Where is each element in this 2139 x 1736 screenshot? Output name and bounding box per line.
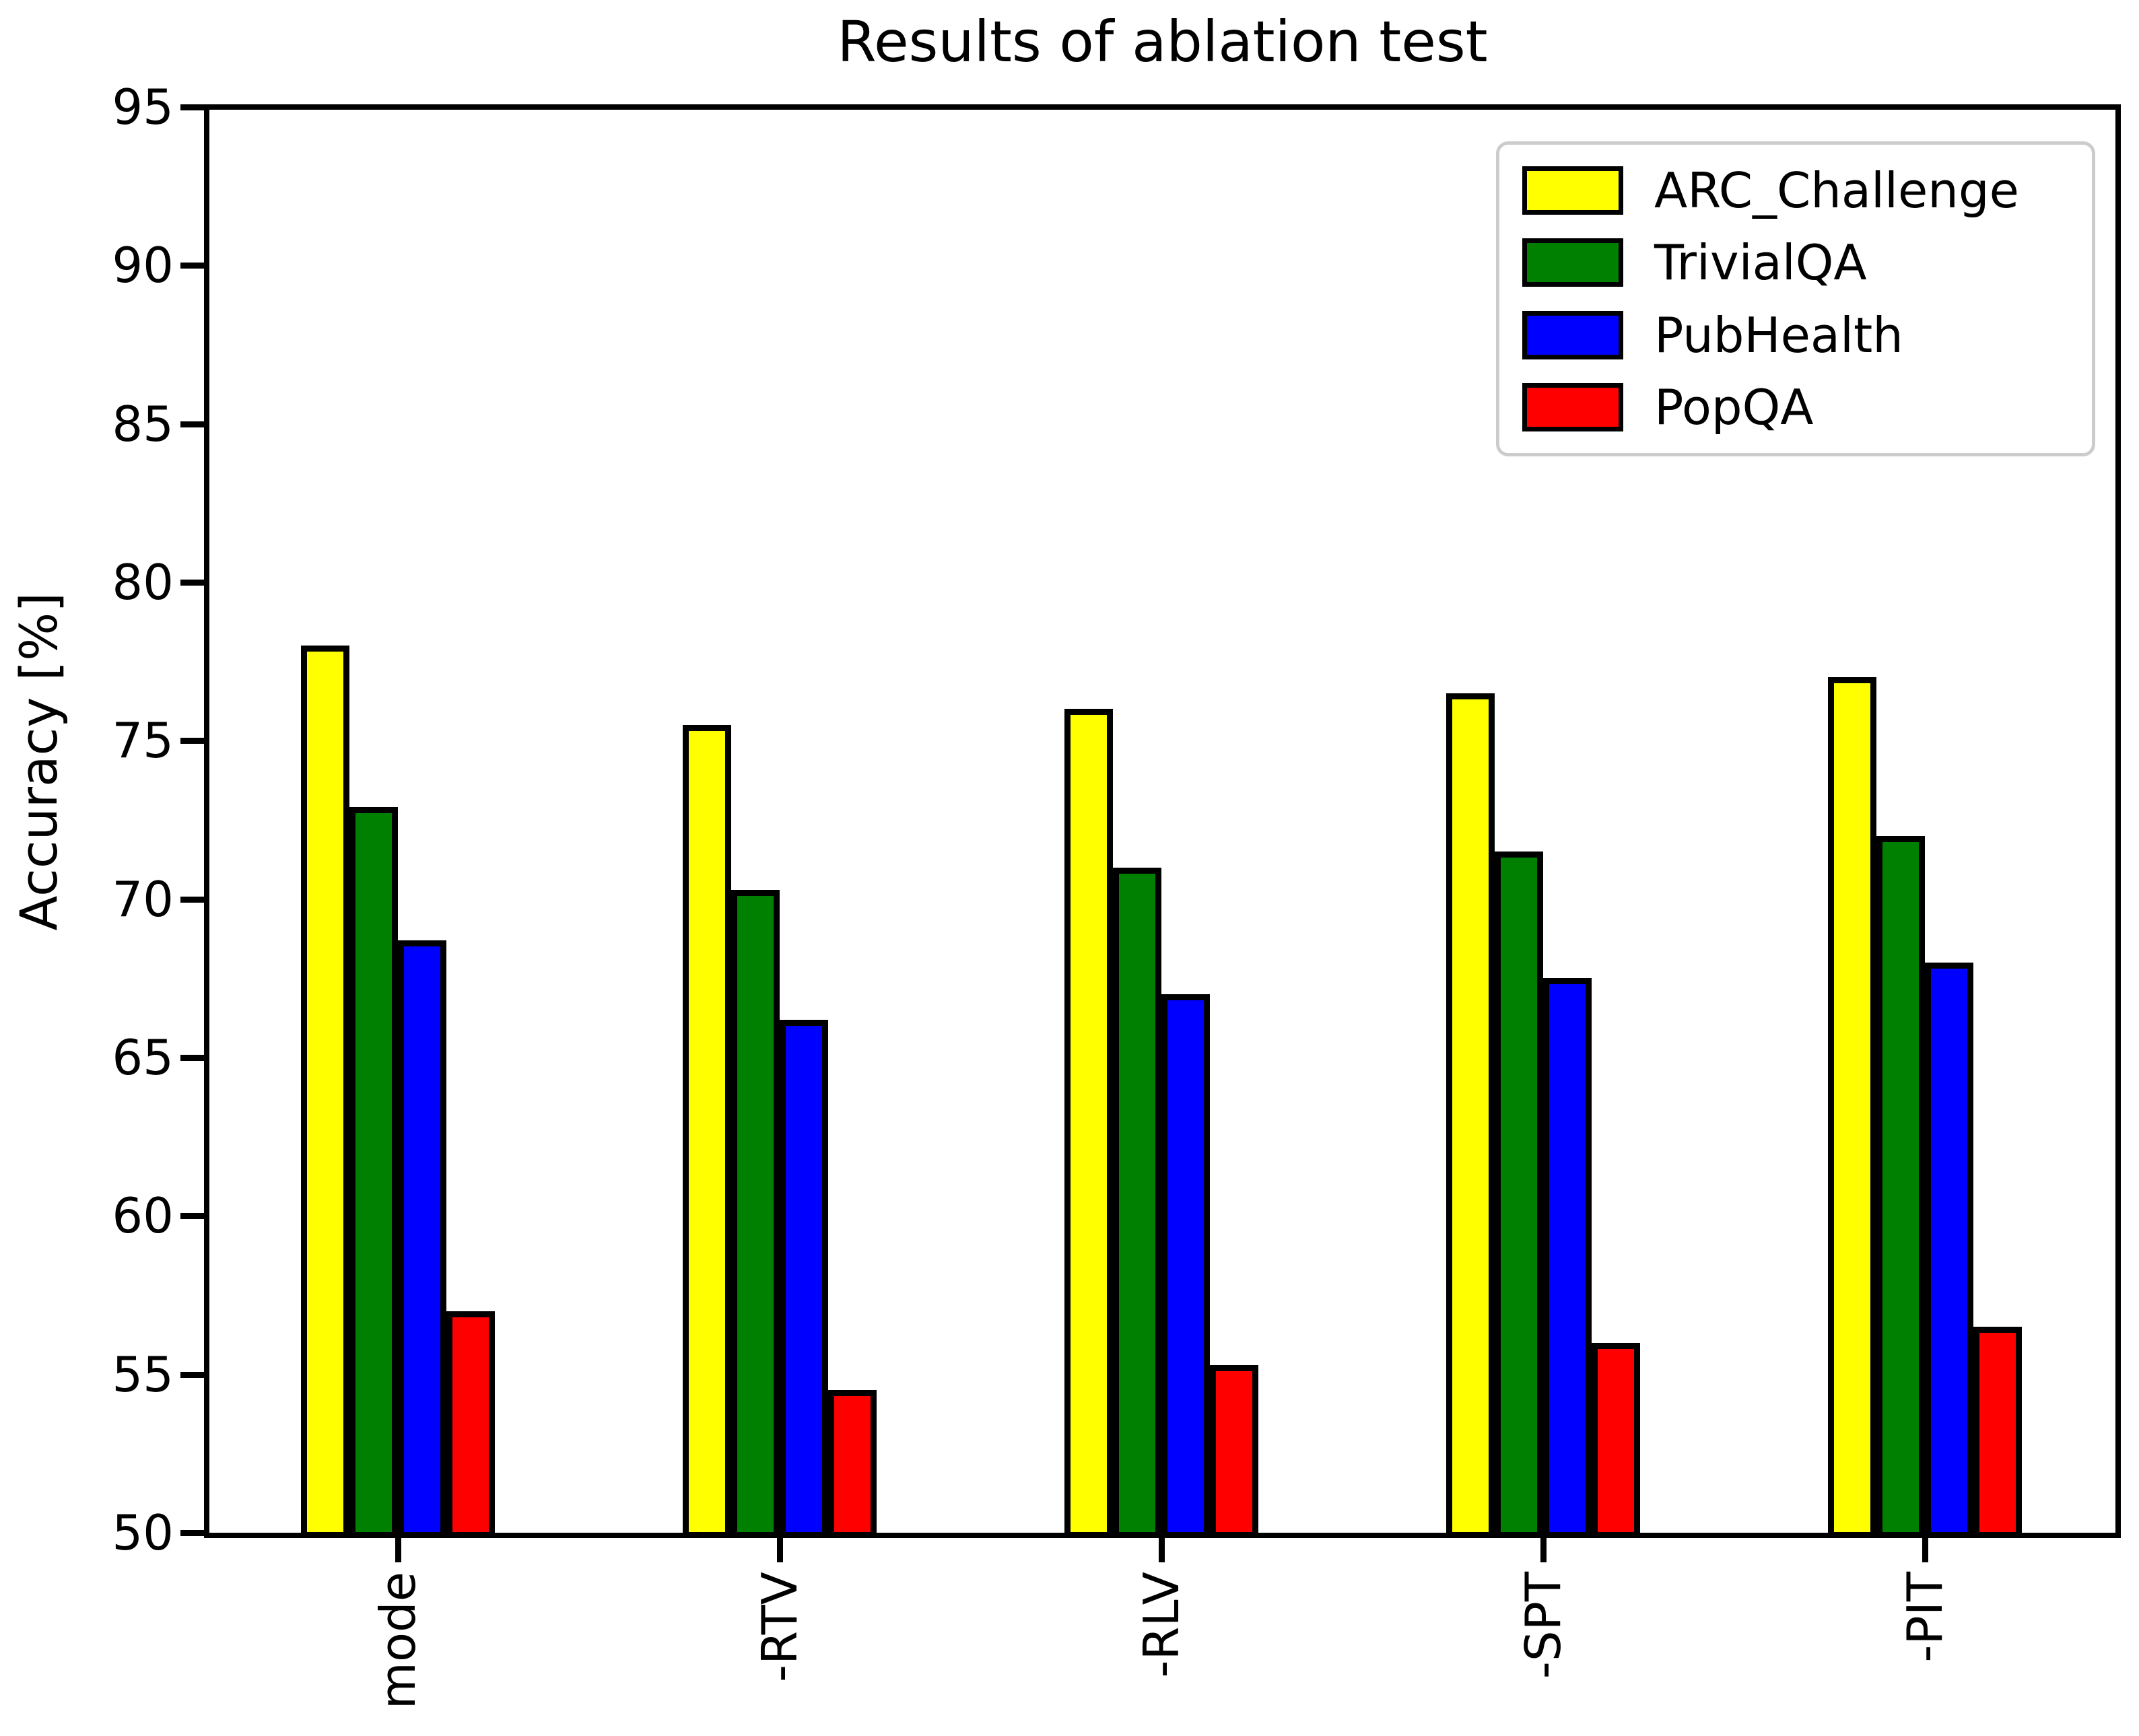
y-tick-mark (180, 738, 205, 744)
bar-TrivialQA-mode (349, 807, 398, 1538)
legend-item-ARC_Challenge: ARC_Challenge (1499, 162, 2092, 219)
bar-TrivialQA--PIT (1876, 835, 1925, 1538)
bar-PubHealth-mode (397, 940, 446, 1538)
x-tick-label: -PIT (1896, 1572, 1953, 1663)
legend-label: PubHealth (1654, 306, 1903, 363)
y-tick-label: 80 (112, 554, 174, 611)
y-tick-label: 95 (112, 79, 174, 135)
y-tick-mark (180, 421, 205, 427)
legend-swatch-icon (1522, 383, 1623, 432)
y-tick-label: 70 (112, 870, 174, 928)
y-tick-mark (180, 1055, 205, 1061)
x-tick-mark (1922, 1538, 1928, 1562)
legend-label: PopQA (1654, 379, 1814, 436)
y-tick-mark (180, 263, 205, 269)
y-tick-label: 65 (112, 1029, 174, 1086)
bar-PubHealth--SPT (1542, 978, 1592, 1538)
bar-ARC_Challenge--RTV (682, 724, 731, 1538)
bar-PopQA--PIT (1973, 1327, 2022, 1538)
bar-PubHealth--RTV (779, 1019, 828, 1538)
x-tick-label: -SPT (1514, 1572, 1571, 1679)
bar-ARC_Challenge--RLV (1064, 709, 1113, 1538)
y-tick-label: 90 (112, 237, 174, 294)
legend-swatch-icon (1522, 166, 1623, 215)
bar-PopQA--RLV (1209, 1364, 1258, 1538)
y-tick-mark (180, 104, 205, 110)
legend-item-PopQA: PopQA (1499, 378, 2092, 436)
x-tick-mark (776, 1538, 783, 1562)
bar-PubHealth--PIT (1924, 962, 1973, 1538)
bar-PopQA--RTV (827, 1390, 877, 1538)
y-tick-mark (180, 1213, 205, 1220)
x-tick-mark (395, 1538, 401, 1562)
y-tick-mark (180, 896, 205, 903)
bar-ARC_Challenge--SPT (1446, 693, 1495, 1538)
legend-label: ARC_Challenge (1654, 162, 2019, 219)
x-tick-label: mode (369, 1572, 426, 1710)
y-tick-label: 85 (112, 395, 174, 452)
y-tick-label: 75 (112, 712, 174, 769)
chart-title: Results of ablation test (837, 9, 1488, 75)
bar-TrivialQA--RLV (1112, 867, 1161, 1538)
y-tick-label: 50 (112, 1504, 174, 1561)
bar-TrivialQA--RTV (731, 889, 780, 1538)
y-tick-label: 55 (112, 1346, 174, 1403)
y-tick-mark (180, 1371, 205, 1378)
legend-label: TrivialQA (1654, 234, 1867, 291)
bar-PopQA--SPT (1591, 1342, 1640, 1538)
legend-swatch-icon (1522, 310, 1623, 359)
legend-item-PubHealth: PubHealth (1499, 306, 2092, 364)
x-tick-label: -RTV (751, 1572, 808, 1683)
bar-TrivialQA--SPT (1494, 852, 1543, 1538)
bar-PubHealth--RLV (1161, 994, 1210, 1538)
legend-item-TrivialQA: TrivialQA (1499, 234, 2092, 291)
bar-ARC_Challenge--PIT (1827, 677, 1876, 1538)
bar-ARC_Challenge-mode (300, 646, 349, 1538)
y-tick-mark (180, 580, 205, 586)
x-tick-mark (1158, 1538, 1165, 1562)
y-tick-label: 60 (112, 1187, 174, 1245)
bar-PopQA-mode (446, 1311, 495, 1538)
legend: ARC_Challenge TrivialQA PubHealth PopQA (1496, 141, 2095, 456)
x-tick-label: -RLV (1132, 1572, 1190, 1678)
legend-swatch-icon (1522, 238, 1623, 287)
x-tick-mark (1540, 1538, 1547, 1562)
y-tick-mark (180, 1530, 205, 1536)
